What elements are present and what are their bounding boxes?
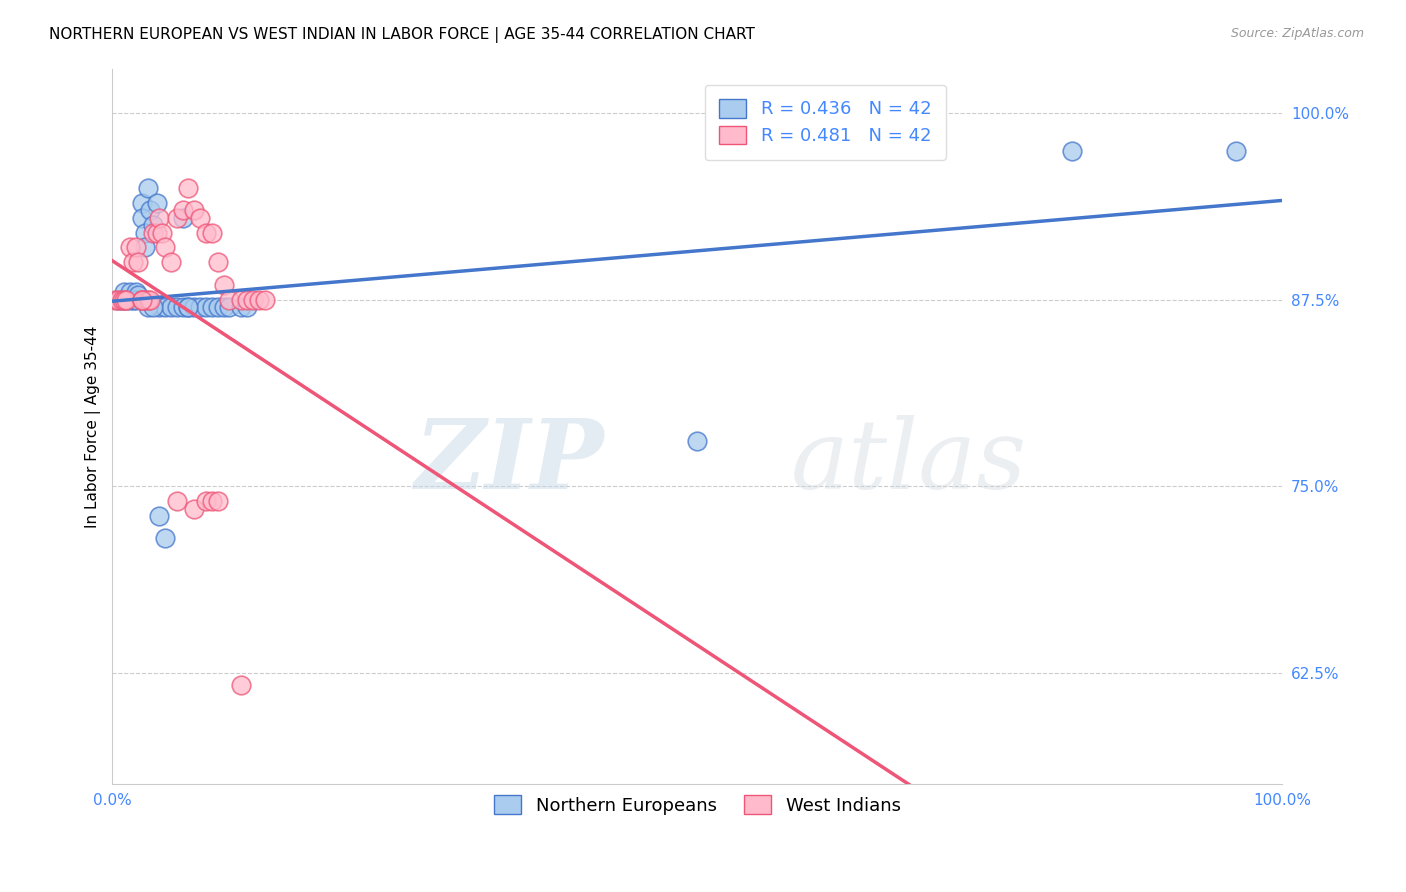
Point (111, 293, 134, 307)
Text: NORTHERN EUROPEAN VS WEST INDIAN IN LABOR FORCE | AGE 35-44 CORRELATION CHART: NORTHERN EUROPEAN VS WEST INDIAN IN LABO… (49, 27, 755, 43)
Point (172, 300, 194, 314)
Y-axis label: In Labor Force | Age 35-44: In Labor Force | Age 35-44 (86, 326, 101, 528)
Point (201, 494, 224, 508)
Point (253, 293, 276, 307)
Point (195, 226, 218, 240)
Point (160, 255, 183, 269)
Point (125, 285, 148, 300)
Point (127, 255, 149, 269)
Point (134, 226, 156, 240)
Point (201, 226, 224, 240)
Point (131, 211, 153, 225)
Point (229, 293, 252, 307)
Point (125, 240, 148, 254)
Point (107, 293, 129, 307)
Point (207, 494, 229, 508)
Point (134, 240, 156, 254)
Point (118, 240, 141, 254)
Point (201, 300, 224, 314)
Point (107, 293, 129, 307)
Point (142, 300, 165, 314)
Point (1225, 144, 1247, 158)
Point (148, 211, 170, 225)
Text: ZIP: ZIP (415, 416, 603, 509)
Point (1060, 144, 1083, 158)
Point (177, 181, 200, 195)
Point (146, 226, 169, 240)
Point (242, 293, 264, 307)
Point (142, 218, 165, 232)
Point (142, 226, 165, 240)
Point (218, 300, 240, 314)
Point (153, 532, 176, 546)
Point (183, 300, 205, 314)
Point (111, 293, 134, 307)
Point (122, 293, 145, 307)
Point (207, 255, 229, 269)
Point (172, 203, 194, 218)
Point (118, 285, 141, 300)
Point (183, 501, 205, 516)
Point (134, 293, 156, 307)
Point (229, 300, 252, 314)
Point (115, 293, 138, 307)
Point (172, 211, 194, 225)
Point (229, 677, 252, 691)
Point (139, 293, 162, 307)
Point (177, 300, 200, 314)
Point (188, 211, 211, 225)
Point (125, 293, 148, 307)
Point (131, 195, 153, 210)
Point (247, 293, 270, 307)
Point (146, 195, 169, 210)
Point (118, 293, 141, 307)
Point (236, 300, 259, 314)
Point (153, 240, 176, 254)
Point (148, 508, 170, 523)
Point (127, 288, 149, 302)
Point (188, 300, 211, 314)
Point (212, 300, 235, 314)
Point (160, 300, 183, 314)
Point (122, 255, 145, 269)
Point (686, 434, 709, 449)
Point (177, 300, 200, 314)
Point (166, 300, 188, 314)
Point (115, 293, 138, 307)
Point (236, 293, 259, 307)
Point (195, 300, 218, 314)
Point (104, 293, 127, 307)
Point (195, 494, 218, 508)
Point (166, 211, 188, 225)
Point (183, 203, 205, 218)
Point (212, 277, 235, 292)
Point (112, 285, 135, 300)
Text: atlas: atlas (792, 416, 1028, 509)
Point (136, 181, 159, 195)
Point (218, 293, 240, 307)
Point (131, 293, 153, 307)
Point (139, 203, 162, 218)
Text: Source: ZipAtlas.com: Source: ZipAtlas.com (1230, 27, 1364, 40)
Point (131, 293, 153, 307)
Point (166, 494, 188, 508)
Legend: Northern Europeans, West Indians: Northern Europeans, West Indians (484, 784, 911, 825)
Point (153, 300, 176, 314)
Point (148, 300, 170, 314)
Point (136, 293, 159, 307)
Point (136, 300, 159, 314)
Point (150, 226, 173, 240)
Point (112, 293, 135, 307)
Point (131, 293, 153, 307)
Point (207, 300, 229, 314)
